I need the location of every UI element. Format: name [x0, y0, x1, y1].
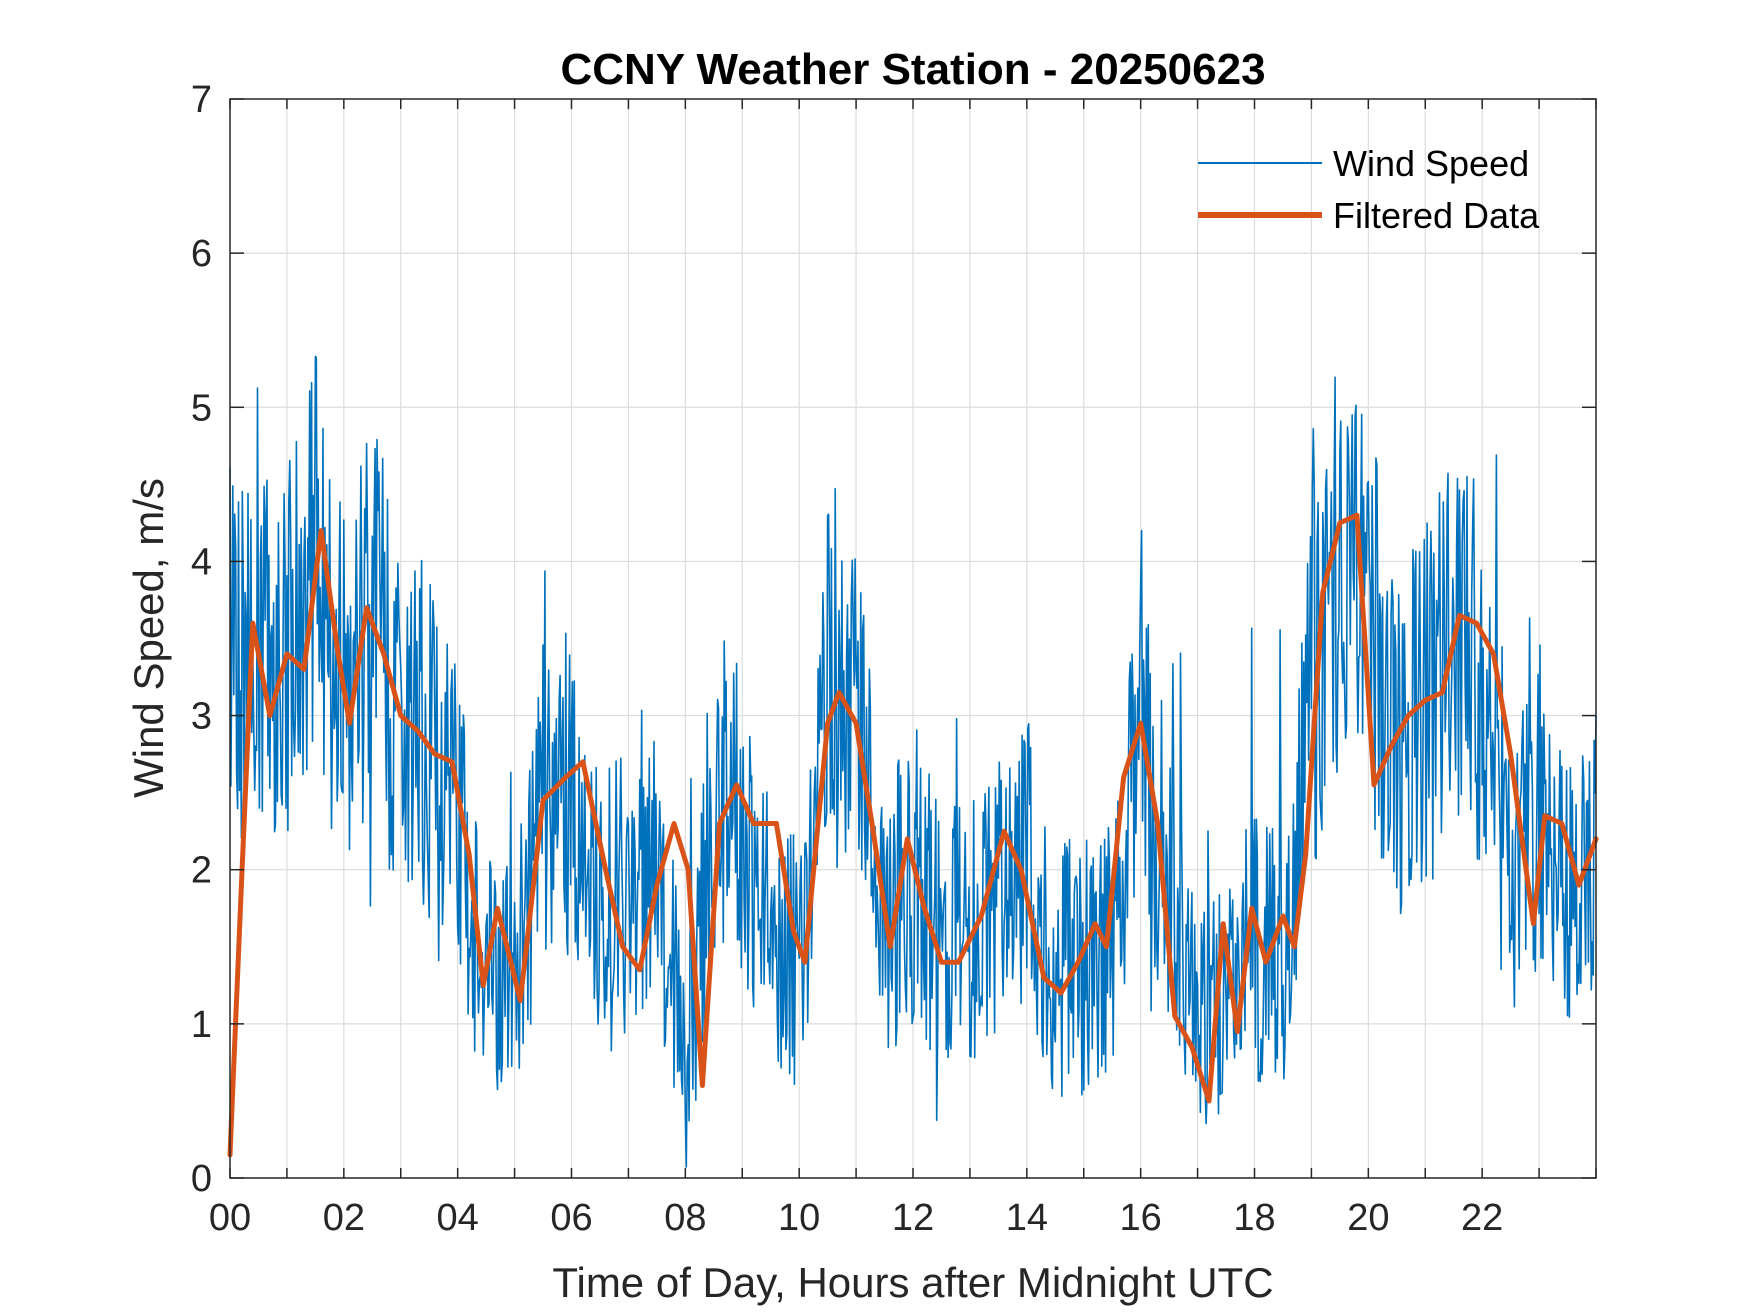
y-tick-labels: 0 1 2 3 4 5 6 7 [191, 79, 212, 1200]
x-tick-label: 12 [892, 1197, 934, 1239]
legend-label-wind-speed: Wind Speed [1333, 143, 1529, 184]
y-tick-label: 1 [191, 1004, 212, 1046]
x-tick-label: 08 [664, 1197, 706, 1239]
plot-frame [229, 98, 1597, 1179]
y-tick-label: 7 [191, 79, 212, 121]
x-tick-labels: 00 02 04 06 08 10 12 14 16 18 20 22 [209, 1197, 1503, 1239]
series-layer [227, 355, 1599, 1168]
y-tick-label: 5 [191, 387, 212, 429]
x-axis-label: Time of Day, Hours after Midnight UTC [552, 1259, 1273, 1306]
y-tick-label: 2 [191, 850, 212, 892]
legend-label-filtered-data: Filtered Data [1333, 195, 1540, 236]
x-tick-label: 16 [1120, 1197, 1162, 1239]
y-tick-label: 0 [191, 1158, 212, 1200]
legend: Wind Speed Filtered Data [1198, 143, 1540, 236]
x-tick-label: 22 [1461, 1197, 1503, 1239]
y-tick-label: 4 [191, 541, 212, 583]
x-tick-label: 18 [1233, 1197, 1275, 1239]
x-tick-label: 02 [323, 1197, 365, 1239]
x-tick-label: 06 [550, 1197, 592, 1239]
x-tick-label: 14 [1006, 1197, 1048, 1239]
series-line-wind-speed [229, 355, 1597, 1168]
series-line-filtered-data [227, 512, 1599, 1158]
x-tick-label: 20 [1347, 1197, 1389, 1239]
x-tick-label: 10 [778, 1197, 820, 1239]
x-tick-label: 00 [209, 1197, 251, 1239]
y-tick-label: 6 [191, 233, 212, 275]
y-tick-label: 3 [191, 696, 212, 738]
x-tick-label: 04 [437, 1197, 479, 1239]
y-axis-label: Wind Speed, m/s [125, 478, 172, 798]
chart-title: CCNY Weather Station - 20250623 [560, 45, 1265, 94]
